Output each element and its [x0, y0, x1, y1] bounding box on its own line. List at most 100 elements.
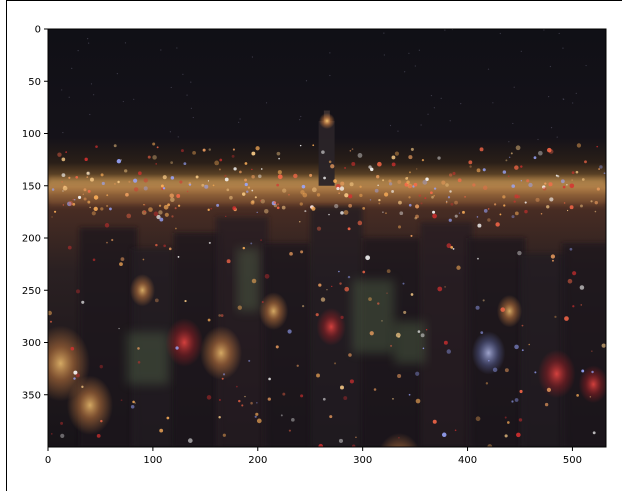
sky-noise-dot	[238, 121, 240, 123]
light-point	[231, 154, 235, 158]
light-point	[349, 182, 354, 187]
building-silhouette	[263, 243, 311, 447]
light-point	[288, 429, 291, 432]
light-point	[357, 153, 363, 158]
light-point	[244, 178, 247, 182]
sky-noise-dot	[513, 86, 515, 88]
sky-noise-dot	[170, 86, 172, 89]
light-point	[95, 145, 98, 149]
light-point	[61, 157, 66, 162]
light-point	[344, 167, 346, 169]
x-tick-label: 100	[143, 455, 162, 466]
light-point	[472, 183, 476, 187]
light-point	[483, 209, 488, 213]
light-point	[377, 161, 382, 167]
light-point	[61, 173, 66, 178]
light-point	[142, 258, 145, 261]
light-point	[564, 316, 569, 321]
sky-noise-dot	[89, 113, 91, 116]
light-point	[454, 429, 457, 432]
light-point	[276, 206, 280, 210]
light-point	[514, 194, 519, 199]
light-point	[73, 377, 76, 380]
light-point	[75, 175, 79, 179]
horizon-haze	[48, 185, 606, 206]
sky-noise-dot	[512, 122, 514, 125]
light-point	[420, 333, 425, 338]
left-outer-border	[6, 0, 7, 491]
light-point	[450, 202, 454, 206]
light-point	[499, 213, 502, 216]
light-point	[338, 270, 340, 273]
light-point	[166, 416, 170, 420]
sky-noise-dot	[90, 83, 93, 85]
light-point	[163, 244, 166, 248]
light-point	[544, 182, 547, 185]
light-point	[251, 168, 253, 171]
light-point	[344, 193, 349, 198]
light-point	[495, 222, 500, 227]
light-point	[312, 144, 315, 147]
light-point	[170, 161, 174, 165]
light-point	[143, 210, 146, 213]
light-point	[119, 262, 123, 267]
light-point	[348, 203, 352, 208]
light-point	[580, 204, 583, 208]
y-tick-label: 350	[22, 390, 41, 401]
light-point	[579, 285, 585, 290]
light-point	[385, 212, 387, 214]
light-point	[254, 196, 257, 199]
light-point	[511, 184, 516, 188]
light-point	[395, 332, 401, 338]
light-point	[316, 373, 320, 378]
light-point	[445, 183, 449, 187]
light-point	[259, 199, 262, 202]
light-point	[90, 177, 94, 182]
sky-noise-dot	[77, 49, 79, 52]
y-tick-label: 250	[22, 286, 41, 297]
light-point	[255, 412, 259, 416]
light-point	[276, 203, 280, 206]
light-point	[340, 211, 344, 215]
sky-noise-dot	[420, 124, 422, 126]
sky-noise-dot	[558, 32, 560, 35]
light-point	[316, 226, 322, 231]
sky-noise-dot	[124, 42, 127, 44]
light-point	[511, 215, 515, 219]
sky-noise-dot	[88, 42, 90, 44]
city-light-glow	[258, 292, 289, 331]
light-point	[359, 193, 363, 198]
light-point	[53, 210, 57, 213]
light-point	[340, 181, 345, 186]
light-point	[73, 370, 78, 375]
light-point	[516, 432, 521, 438]
light-point	[408, 155, 413, 160]
axes: 0 100 200 300 400 500 0 50 100 150 200 250 300 350	[22, 25, 607, 466]
light-point	[333, 179, 337, 183]
light-point	[487, 208, 490, 210]
light-point	[444, 286, 446, 288]
light-point	[304, 210, 307, 213]
light-point	[386, 269, 391, 273]
light-point	[225, 215, 227, 217]
light-point	[535, 197, 540, 202]
light-point	[256, 402, 258, 404]
light-point	[537, 150, 543, 156]
light-point	[502, 170, 507, 174]
light-point	[216, 203, 220, 207]
light-point	[376, 175, 380, 179]
light-point	[437, 156, 441, 160]
sky-noise-dot	[418, 49, 420, 51]
light-point	[75, 373, 80, 378]
sky-noise-dot	[550, 127, 553, 129]
light-point	[349, 150, 352, 152]
sky-noise-dot	[487, 68, 490, 70]
light-point	[373, 388, 377, 391]
lit-building-face	[352, 279, 395, 353]
light-point	[244, 182, 248, 187]
light-point	[334, 362, 337, 365]
light-point	[233, 167, 237, 171]
light-point	[300, 394, 304, 398]
light-point	[73, 198, 76, 201]
